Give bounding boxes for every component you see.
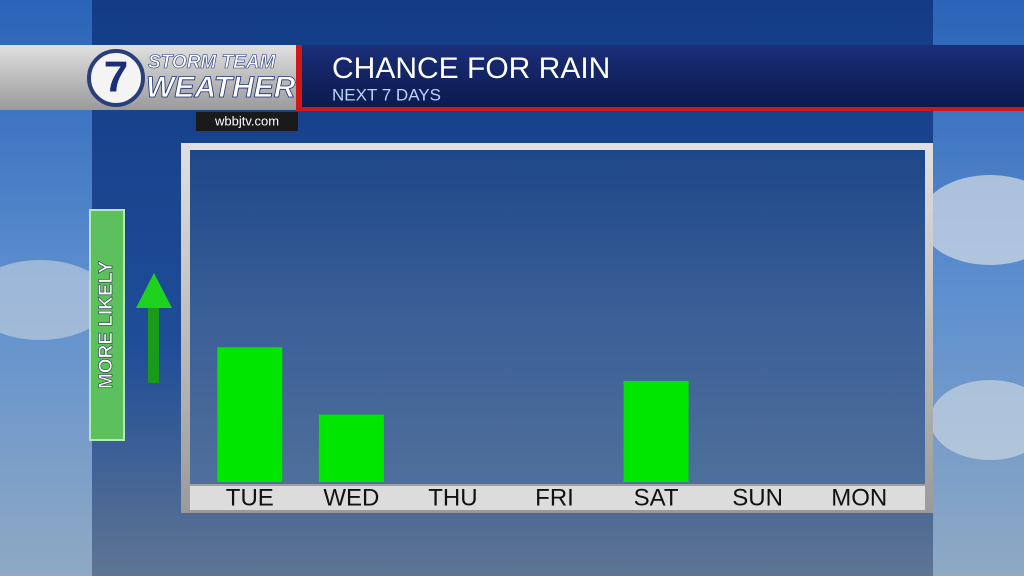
x-tick-label: SUN — [732, 484, 783, 511]
cloud — [0, 260, 110, 340]
divider — [296, 45, 302, 111]
y-axis-label: MORE LIKELY — [96, 261, 117, 389]
bar — [623, 380, 689, 482]
arrow-shaft — [148, 305, 159, 383]
title-underline — [300, 107, 1024, 111]
cloud — [930, 380, 1024, 460]
label-strip — [190, 486, 925, 510]
x-tick-label: SAT — [634, 484, 679, 511]
logo-circle — [87, 49, 145, 107]
bar — [318, 414, 384, 482]
logo: 7 — [104, 53, 128, 102]
chart-title: CHANCE FOR RAIN — [332, 52, 610, 85]
brand-top: STORM TEAM — [148, 52, 277, 73]
title-bar — [300, 45, 1024, 107]
brand-bar — [0, 45, 300, 110]
x-tick-label: TUE — [226, 484, 274, 511]
x-tick-label: FRI — [535, 484, 574, 511]
y-label-box — [89, 209, 125, 441]
plot-area — [190, 150, 925, 484]
arrow-head — [136, 273, 172, 308]
x-tick-label: MON — [831, 484, 887, 511]
brand-bottom: WEATHER — [146, 71, 296, 104]
website: wbbjtv.com — [214, 113, 279, 128]
x-tick-label: THU — [428, 484, 477, 511]
bar — [217, 347, 283, 482]
website-bar — [196, 112, 298, 131]
cloud — [920, 175, 1024, 265]
x-tick-label: WED — [323, 484, 379, 511]
chart-subtitle: NEXT 7 DAYS — [332, 85, 441, 104]
